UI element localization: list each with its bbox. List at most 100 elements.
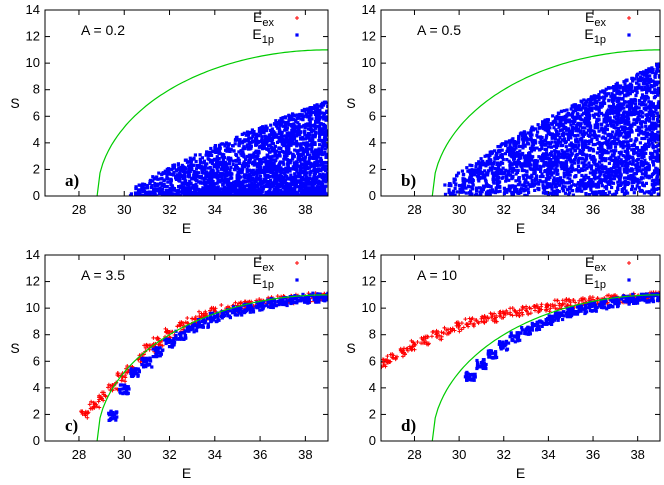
panel-b-point-E1p — [593, 142, 597, 147]
panel-b-point-E1p — [469, 185, 474, 189]
panel-a-point-E1p — [217, 190, 221, 194]
panel-b-point-E1p — [535, 133, 539, 137]
panel-b-point-E1p — [556, 153, 560, 157]
panel-a-point-E1p — [208, 173, 212, 177]
panel-b-point-E1p — [608, 118, 612, 123]
panel-b-point-E1p — [529, 163, 533, 167]
panel-b-point-E1p — [517, 191, 521, 195]
panel-a-point-E1p — [237, 180, 241, 184]
panel-b-point-E1p — [589, 124, 593, 128]
panel-b-point-E1p — [576, 161, 580, 165]
panel-a-point-E1p — [253, 132, 257, 136]
panel-a-point-E1p — [154, 188, 158, 192]
panel-b-point-E1p — [619, 144, 623, 148]
panel-a-point-E1p — [291, 182, 295, 186]
panel-b-point-E1p — [654, 71, 658, 75]
panel-a-point-E1p — [222, 180, 226, 184]
panel-a-point-E1p — [274, 133, 278, 137]
panel-a-point-E1p — [229, 147, 233, 151]
panel-b-point-E1p — [602, 151, 606, 155]
panel-a-point-E1p — [206, 191, 210, 196]
panel-b-point-E1p — [633, 86, 637, 90]
panel-b-point-E1p — [559, 117, 563, 121]
panel-a-point-E1p — [195, 185, 199, 189]
panel-a-point-E1p — [226, 186, 231, 190]
panel-b-ytick-label: 2 — [369, 161, 376, 176]
panel-b-point-E1p — [620, 106, 624, 110]
panel-b-point-E1p — [494, 154, 498, 158]
panel-a-point-E1p — [297, 131, 301, 135]
panel-a-point-E1p — [256, 149, 260, 153]
panel-a-point-E1p — [237, 181, 241, 185]
panel-b-point-E1p — [552, 160, 556, 164]
panel-b-point-E1p — [613, 157, 617, 161]
panel-a-point-E1p — [274, 172, 278, 176]
panel-a-point-E1p — [324, 194, 328, 196]
panel-a-point-E1p — [258, 190, 262, 194]
panel-a-point-E1p — [304, 149, 308, 154]
panel-b-point-E1p — [639, 151, 643, 155]
panel-b-point-E1p — [624, 85, 628, 89]
panel-b-point-E1p — [590, 137, 594, 141]
panel-b-point-E1p — [574, 107, 578, 111]
panel-a-point-E1p — [258, 139, 262, 144]
panel-a-point-E1p — [134, 187, 138, 191]
panel-a-point-E1p — [313, 112, 318, 116]
panel-b-point-E1p — [511, 167, 516, 171]
panel-a-point-E1p — [166, 167, 171, 171]
panel-a-point-E1p — [213, 194, 217, 196]
panel-b-point-E1p — [600, 181, 604, 185]
panel-b-point-E1p — [538, 175, 542, 179]
panel-a-point-E1p — [255, 139, 260, 143]
panel-b-point-E1p — [545, 134, 549, 138]
panel-a-point-E1p — [282, 162, 286, 166]
panel-b-point-E1p — [552, 171, 556, 175]
panel-b-point-E1p — [532, 146, 536, 150]
panel-b-point-E1p — [468, 193, 472, 196]
panel-b-point-E1p — [629, 88, 633, 92]
panel-a-point-E1p — [320, 129, 325, 133]
panel-b-point-E1p — [626, 127, 630, 131]
panel-b-point-E1p — [638, 99, 642, 103]
panel-b-point-E1p — [447, 190, 451, 195]
panel-a-point-E1p — [277, 192, 281, 196]
panel-a-point-E1p — [269, 171, 273, 175]
panel-b-point-E1p — [577, 143, 581, 147]
panel-b-point-E1p — [576, 116, 580, 120]
panel-b-point-E1p — [654, 159, 658, 163]
panel-a-point-E1p — [271, 183, 275, 187]
panel-b-point-E1p — [496, 184, 500, 188]
panel-b-point-E1p — [574, 155, 578, 159]
panel-b-point-E1p — [535, 146, 539, 150]
panel-a-letter: a) — [65, 171, 79, 190]
panel-a-point-E1p — [255, 194, 259, 196]
panel-a-point-E1p — [308, 139, 312, 143]
panel-a-point-E1p — [236, 190, 240, 194]
panel-b-point-E1p — [581, 145, 585, 149]
panel-b-point-E1p — [552, 176, 556, 180]
panel-a-point-E1p — [204, 190, 208, 194]
panel-a-point-E1p — [282, 190, 286, 194]
panel-b-point-E1p — [615, 123, 619, 127]
panel-b-point-E1p — [485, 172, 489, 176]
panel-b-point-E1p — [517, 134, 521, 139]
panel-b-point-E1p — [485, 162, 490, 166]
panel-b-point-E1p — [588, 171, 592, 175]
panel-b-point-E1p — [569, 148, 573, 152]
panel-b-point-E1p — [615, 96, 620, 100]
panel-b-point-E1p — [641, 154, 645, 158]
panel-b-point-E1p — [534, 174, 538, 178]
panel-a-point-E1p — [251, 153, 255, 157]
panel-a-point-E1p — [320, 163, 324, 167]
panel-b-point-E1p — [550, 187, 554, 191]
panel-a-point-E1p — [298, 148, 302, 152]
panel-b-point-E1p — [527, 183, 531, 187]
panel-a-point-E1p — [193, 153, 197, 157]
panel-b-point-E1p — [513, 140, 517, 144]
panel-b-point-E1p — [616, 180, 620, 184]
panel-b-point-E1p — [563, 137, 567, 141]
panel-b-point-E1p — [543, 191, 547, 195]
panel-a-legend-label: Eex — [253, 9, 274, 29]
panel-b-point-E1p — [622, 193, 626, 196]
panel-a-point-E1p — [281, 120, 285, 124]
